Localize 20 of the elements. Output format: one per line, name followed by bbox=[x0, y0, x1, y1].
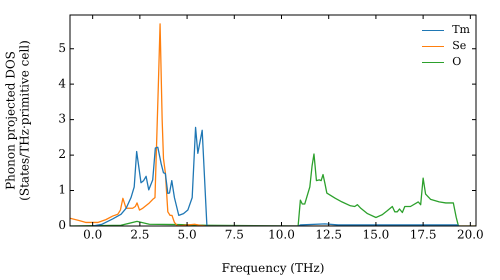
x-axis-title: Frequency (THz) bbox=[222, 260, 324, 275]
x-tick-label: 2.5 bbox=[130, 227, 150, 242]
legend-label: Tm bbox=[452, 22, 470, 38]
y-axis-title: Phonon projected DOS (States/THz·primitive cell) bbox=[3, 40, 32, 201]
y-tick-label: 0 bbox=[58, 218, 66, 232]
x-tick-label: 17.5 bbox=[410, 227, 436, 242]
x-tick-label: 7.5 bbox=[224, 227, 244, 242]
x-tick-label: 5.0 bbox=[178, 227, 197, 242]
x-tick-label: 20.0 bbox=[456, 227, 484, 242]
y-tick-label: 4 bbox=[58, 76, 66, 90]
y-tick-label: 2 bbox=[58, 147, 66, 162]
legend-label: O bbox=[452, 54, 462, 70]
y-tick-label: 5 bbox=[58, 40, 66, 55]
x-tick-label: 10.0 bbox=[268, 227, 295, 242]
y-tick-label: 1 bbox=[58, 182, 66, 197]
x-tick-label: 0.0 bbox=[83, 227, 102, 242]
y-tick-label: 3 bbox=[58, 112, 66, 126]
x-tick-label: 12.5 bbox=[315, 227, 342, 242]
legend-label: Se bbox=[452, 38, 466, 54]
x-tick-label: 15.0 bbox=[362, 227, 390, 242]
